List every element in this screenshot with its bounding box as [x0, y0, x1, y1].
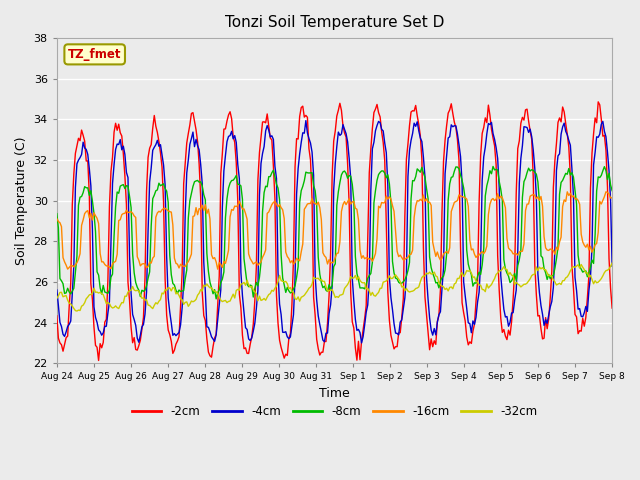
Y-axis label: Soil Temperature (C): Soil Temperature (C): [15, 136, 28, 265]
X-axis label: Time: Time: [319, 387, 350, 400]
Text: TZ_fmet: TZ_fmet: [68, 48, 122, 61]
Legend: -2cm, -4cm, -8cm, -16cm, -32cm: -2cm, -4cm, -8cm, -16cm, -32cm: [127, 400, 542, 422]
Title: Tonzi Soil Temperature Set D: Tonzi Soil Temperature Set D: [225, 15, 444, 30]
